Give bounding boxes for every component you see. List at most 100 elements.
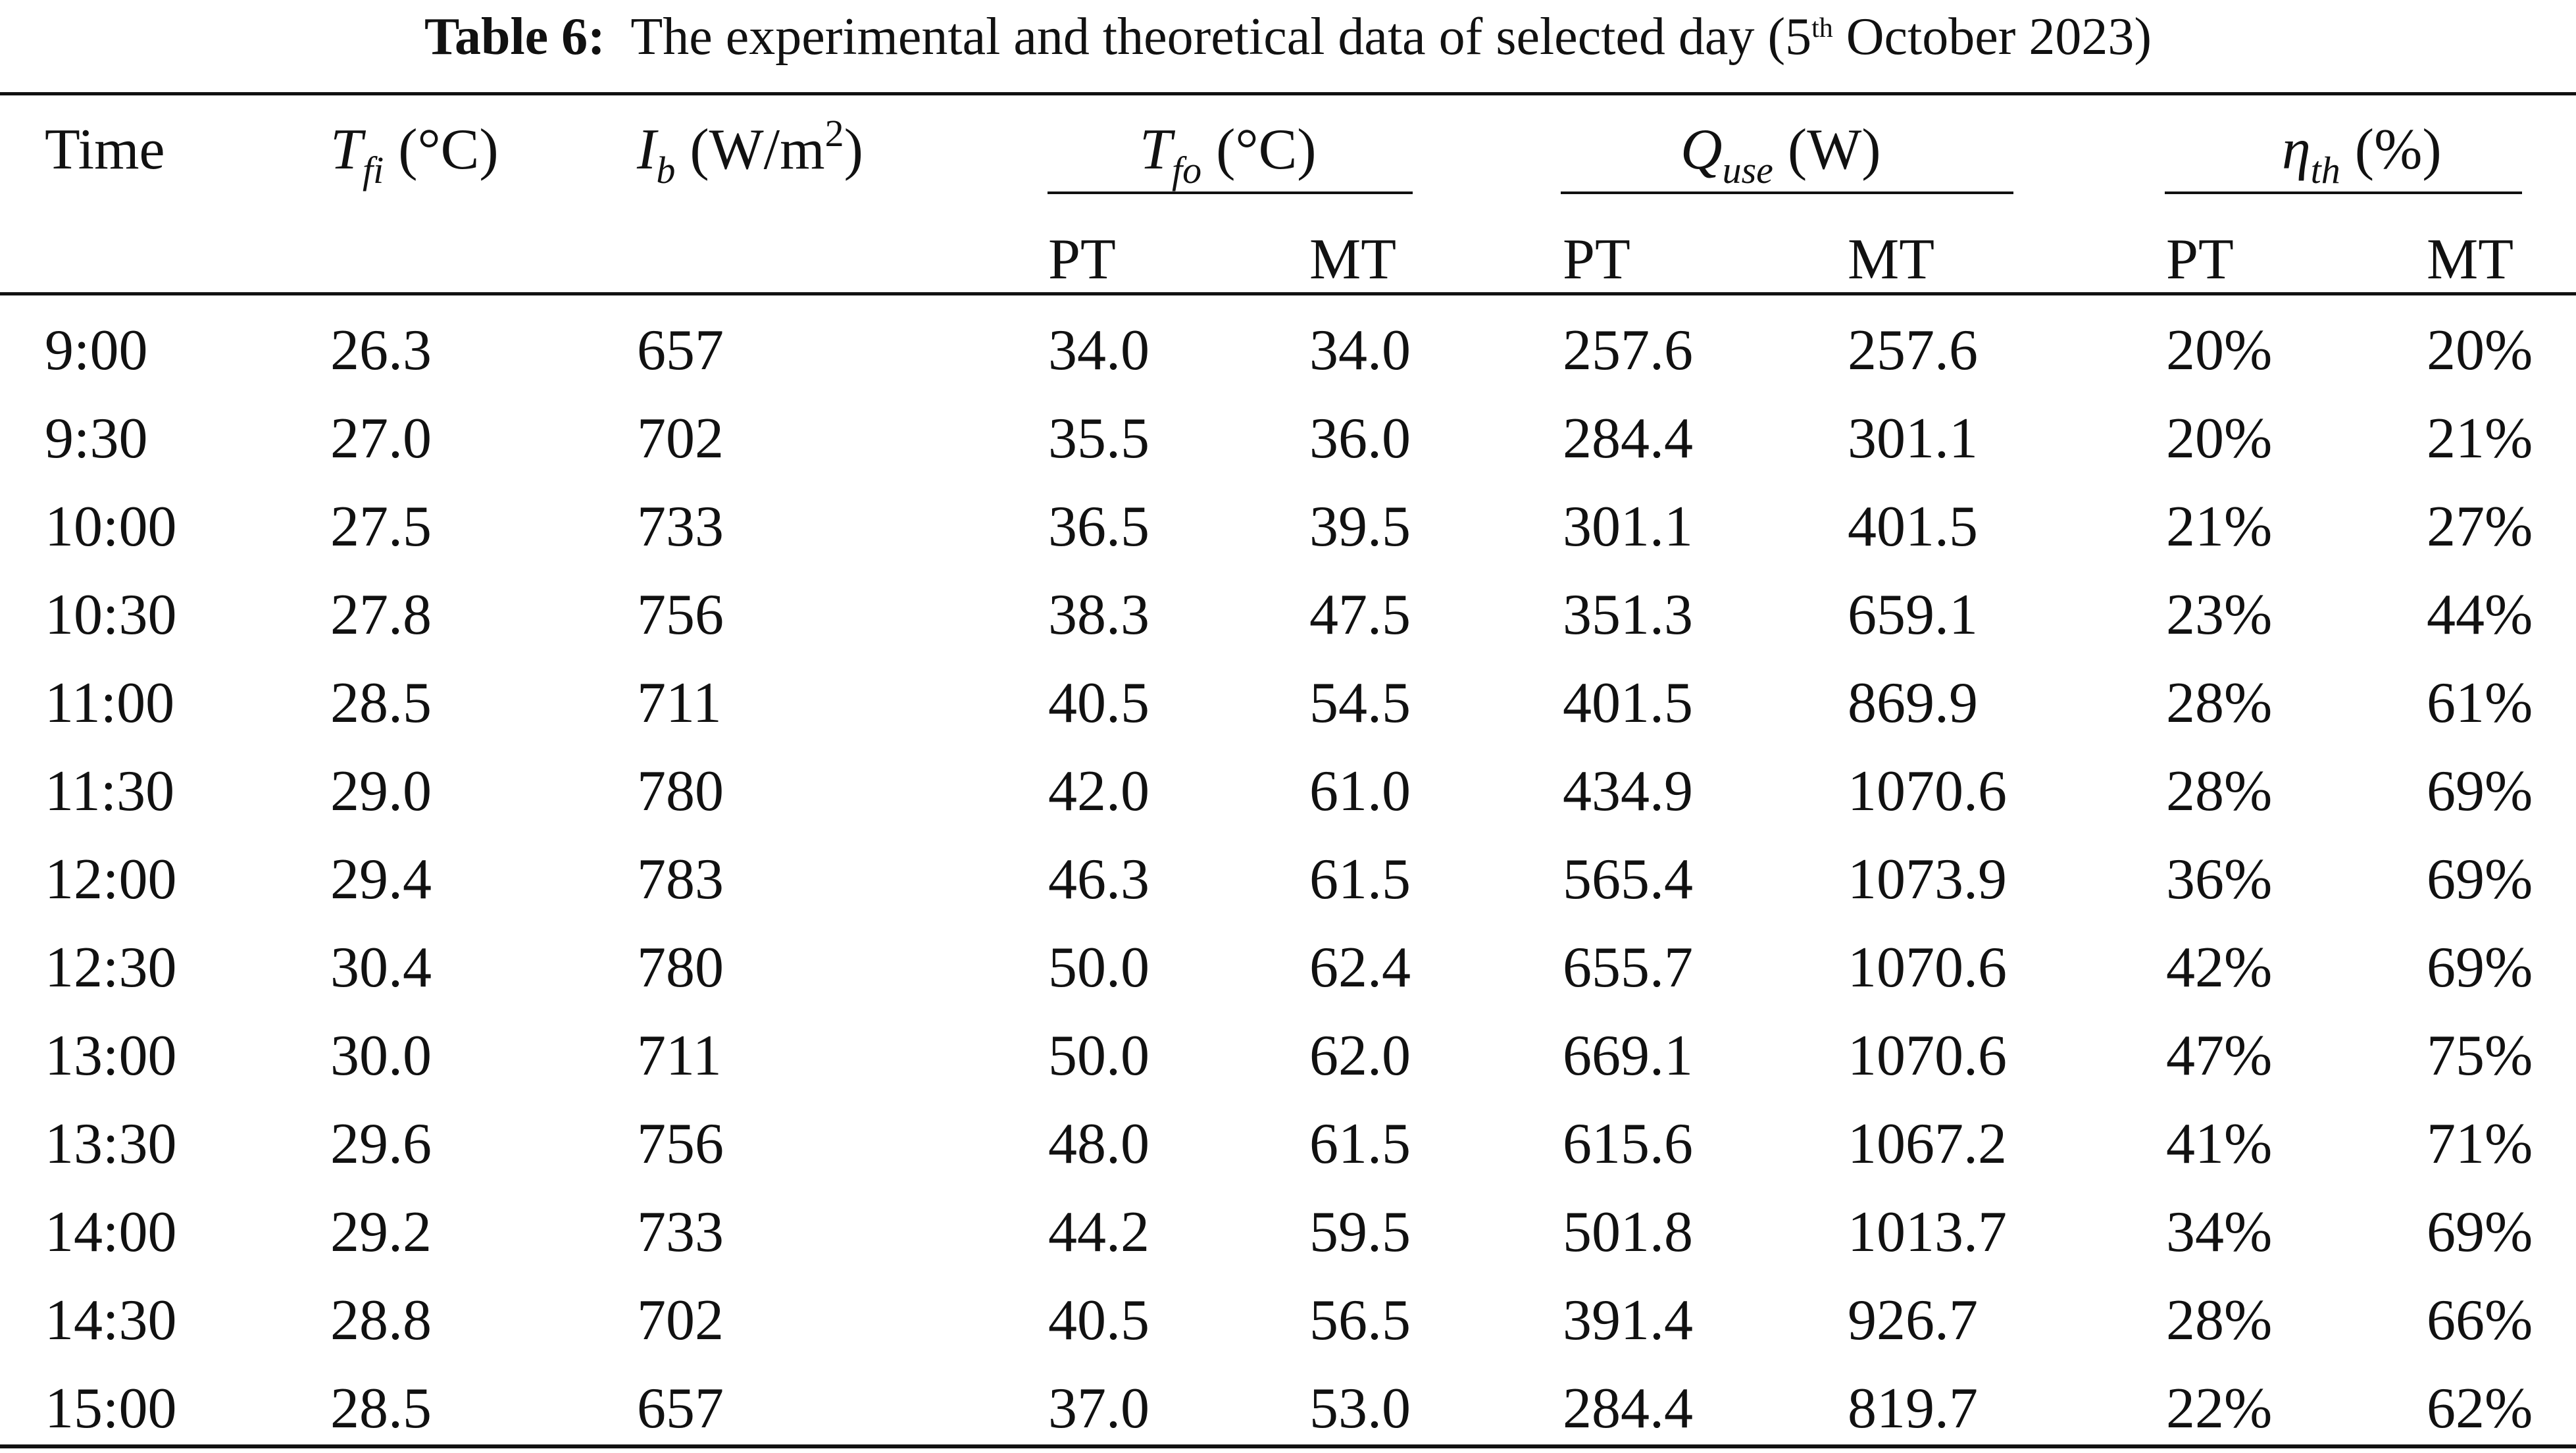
- caption-text-end: October 2023): [1832, 8, 2152, 66]
- table-row: 13:00 30.0 711 50.0 62.0 669.1 1070.6 47…: [0, 1012, 2576, 1100]
- cell-time: 13:30: [45, 1112, 177, 1176]
- cell-tfo-pt: 34.0: [1048, 319, 1149, 382]
- table-row: 12:00 29.4 783 46.3 61.5 565.4 1073.9 36…: [0, 836, 2576, 924]
- subheader-tfo-pt: PT: [1048, 228, 1116, 292]
- table-row: 11:00 28.5 711 40.5 54.5 401.5 869.9 28%…: [0, 659, 2576, 748]
- cell-eta-pt: 23%: [2166, 583, 2273, 647]
- cell-tfo-mt: 36.0: [1309, 407, 1411, 471]
- table-row: 9:30 27.0 702 35.5 36.0 284.4 301.1 20% …: [0, 395, 2576, 483]
- cell-quse-mt: 1070.6: [1848, 1024, 2007, 1088]
- cell-tfo-pt: 35.5: [1048, 407, 1149, 471]
- cell-tfi: 29.4: [330, 848, 432, 911]
- subheader-quse-pt: PT: [1563, 228, 1630, 292]
- cell-quse-pt: 669.1: [1563, 1024, 1693, 1088]
- cell-time: 13:00: [45, 1024, 177, 1088]
- cell-tfo-pt: 38.3: [1048, 583, 1149, 647]
- cell-eta-mt: 69%: [2427, 936, 2533, 1000]
- caption-label: Table 6:: [424, 8, 605, 66]
- cell-time: 15:00: [45, 1377, 177, 1440]
- cell-ib: 783: [637, 848, 724, 911]
- cell-tfo-mt: 47.5: [1309, 583, 1411, 647]
- cell-tfo-pt: 40.5: [1048, 1288, 1149, 1352]
- cell-eta-mt: 69%: [2427, 759, 2533, 823]
- cell-eta-pt: 36%: [2166, 848, 2273, 911]
- cell-eta-mt: 27%: [2427, 495, 2533, 559]
- cell-eta-pt: 34%: [2166, 1200, 2273, 1264]
- cell-eta-mt: 21%: [2427, 407, 2533, 471]
- cell-ib: 702: [637, 1288, 724, 1352]
- cell-eta-mt: 69%: [2427, 1200, 2533, 1264]
- cell-ib: 780: [637, 759, 724, 823]
- header-ib: Ib (W/m2): [637, 112, 863, 191]
- cell-quse-mt: 1070.6: [1848, 936, 2007, 1000]
- cell-quse-mt: 926.7: [1848, 1288, 1978, 1352]
- cell-eta-mt: 61%: [2427, 671, 2533, 735]
- cell-quse-pt: 655.7: [1563, 936, 1693, 1000]
- cell-quse-mt: 401.5: [1848, 495, 1978, 559]
- table-row: 12:30 30.4 780 50.0 62.4 655.7 1070.6 42…: [0, 924, 2576, 1012]
- cell-tfo-mt: 39.5: [1309, 495, 1411, 559]
- cell-quse-mt: 819.7: [1848, 1377, 1978, 1440]
- subheader-tfo-mt: MT: [1309, 228, 1396, 292]
- cell-tfo-mt: 62.4: [1309, 936, 1411, 1000]
- cell-tfo-mt: 61.0: [1309, 759, 1411, 823]
- cell-ib: 756: [637, 1112, 724, 1176]
- cell-eta-pt: 28%: [2166, 759, 2273, 823]
- cell-tfo-mt: 62.0: [1309, 1024, 1411, 1088]
- header-eta: ηth (%): [2282, 118, 2442, 191]
- cell-tfi: 28.5: [330, 1377, 432, 1440]
- cell-eta-pt: 22%: [2166, 1377, 2273, 1440]
- cell-ib: 733: [637, 495, 724, 559]
- cell-quse-mt: 869.9: [1848, 671, 1978, 735]
- cell-eta-pt: 28%: [2166, 1288, 2273, 1352]
- cell-tfo-mt: 34.0: [1309, 319, 1411, 382]
- cell-time: 14:00: [45, 1200, 177, 1264]
- cell-eta-mt: 44%: [2427, 583, 2533, 647]
- table-row: 11:30 29.0 780 42.0 61.0 434.9 1070.6 28…: [0, 748, 2576, 836]
- header-tfo: Tfo (°C): [1140, 118, 1317, 191]
- cell-tfo-mt: 54.5: [1309, 671, 1411, 735]
- cell-time: 9:00: [45, 319, 148, 382]
- cell-tfi: 28.5: [330, 671, 432, 735]
- table-row: 15:00 28.5 657 37.0 53.0 284.4 819.7 22%…: [0, 1365, 2576, 1453]
- cell-tfi: 30.4: [330, 936, 432, 1000]
- cell-quse-mt: 301.1: [1848, 407, 1978, 471]
- cell-tfo-pt: 37.0: [1048, 1377, 1149, 1440]
- cell-eta-pt: 41%: [2166, 1112, 2273, 1176]
- cell-ib: 657: [637, 1377, 724, 1440]
- header-quse: Quse (W): [1680, 118, 1881, 191]
- cell-eta-pt: 47%: [2166, 1024, 2273, 1088]
- table-row: 10:30 27.8 756 38.3 47.5 351.3 659.1 23%…: [0, 571, 2576, 659]
- cell-quse-mt: 257.6: [1848, 319, 1978, 382]
- header-time: Time: [45, 118, 165, 182]
- cell-tfo-pt: 44.2: [1048, 1200, 1149, 1264]
- subheader-eta-mt: MT: [2427, 228, 2513, 292]
- cell-tfo-mt: 61.5: [1309, 1112, 1411, 1176]
- cell-quse-pt: 401.5: [1563, 671, 1693, 735]
- cell-eta-pt: 28%: [2166, 671, 2273, 735]
- cell-tfo-pt: 40.5: [1048, 671, 1149, 735]
- cell-eta-mt: 75%: [2427, 1024, 2533, 1088]
- table-row: 10:00 27.5 733 36.5 39.5 301.1 401.5 21%…: [0, 483, 2576, 571]
- cell-eta-pt: 20%: [2166, 407, 2273, 471]
- table-row: 13:30 29.6 756 48.0 61.5 615.6 1067.2 41…: [0, 1100, 2576, 1188]
- cell-quse-pt: 434.9: [1563, 759, 1693, 823]
- cell-quse-pt: 301.1: [1563, 495, 1693, 559]
- cell-eta-pt: 20%: [2166, 319, 2273, 382]
- cell-time: 12:00: [45, 848, 177, 911]
- table-top-rule: [0, 92, 2576, 95]
- cell-time: 10:00: [45, 495, 177, 559]
- cell-tfi: 27.8: [330, 583, 432, 647]
- cell-quse-pt: 565.4: [1563, 848, 1693, 911]
- cell-tfi: 27.0: [330, 407, 432, 471]
- cell-tfi: 26.3: [330, 319, 432, 382]
- table-row: 9:00 26.3 657 34.0 34.0 257.6 257.6 20% …: [0, 307, 2576, 395]
- cell-eta-pt: 42%: [2166, 936, 2273, 1000]
- cell-tfo-mt: 56.5: [1309, 1288, 1411, 1352]
- cell-eta-mt: 66%: [2427, 1288, 2533, 1352]
- cell-eta-pt: 21%: [2166, 495, 2273, 559]
- tfo-span-rule: [1048, 191, 1413, 194]
- cell-tfi: 27.5: [330, 495, 432, 559]
- caption-text: The experimental and theoretical data of…: [630, 8, 1812, 66]
- cell-ib: 711: [637, 1024, 722, 1088]
